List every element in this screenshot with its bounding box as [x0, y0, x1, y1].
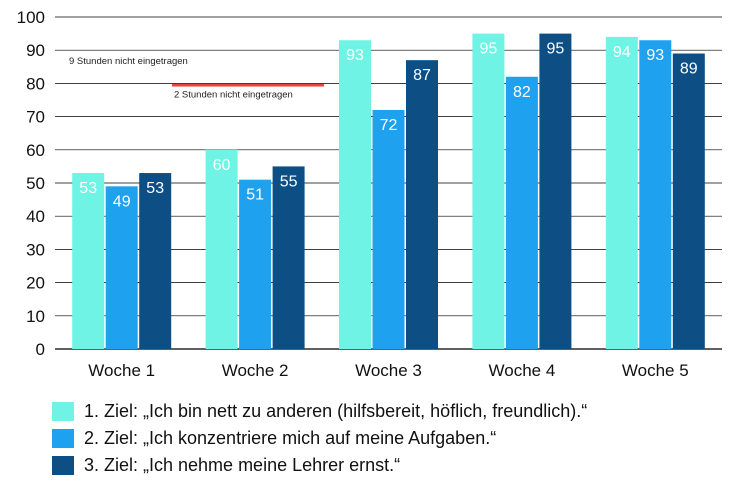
bar-ziel-1-woche-3	[339, 40, 371, 350]
data-label: 72	[380, 117, 398, 134]
legend-item-ziel-2: 2. Ziel: „Ich konzentriere mich auf mein…	[52, 425, 587, 452]
y-tick-label: 50	[26, 174, 45, 193]
bar-ziel-2-woche-2	[239, 179, 272, 349]
bar-ziel-1-woche-2	[205, 149, 238, 349]
bar-ziel-3-woche-2	[272, 166, 305, 349]
data-label: 93	[346, 47, 364, 64]
x-tick-label: Woche 1	[88, 361, 155, 380]
bar-ziel-1-woche-1	[72, 173, 105, 349]
annotations: 9 Stunden nicht eingetragen 2 Stunden nic…	[69, 56, 324, 101]
data-label: 49	[113, 193, 131, 210]
y-tick-label: 90	[26, 41, 45, 60]
y-axis-ticks: 0 10 20 30 40 50 60 70 80 90 100	[17, 8, 45, 359]
annotation-red-marker	[172, 83, 324, 87]
bar-ziel-3-woche-3	[406, 60, 438, 349]
legend-swatch-ziel-2	[52, 429, 74, 448]
legend-label-ziel-3: 3. Ziel: „Ich nehme meine Lehrer ernst.“	[84, 455, 401, 475]
x-tick-label: Woche 5	[622, 361, 689, 380]
y-tick-label: 100	[17, 8, 45, 27]
bar-ziel-3-woche-5	[672, 53, 705, 350]
legend-swatch-ziel-1	[52, 402, 74, 421]
bar-ziel-2-woche-1	[105, 186, 138, 349]
data-label: 53	[79, 180, 97, 197]
data-label: 51	[246, 187, 264, 204]
data-label: 82	[513, 84, 531, 101]
bar-ziel-2-woche-4	[505, 76, 538, 349]
bar-ziel-3-woche-1	[139, 173, 172, 349]
y-tick-label: 0	[36, 340, 45, 359]
bar-ziel-1-woche-4	[472, 33, 505, 349]
y-tick-label: 30	[26, 240, 45, 259]
bar-ziel-2-woche-5	[639, 40, 672, 350]
x-tick-label: Woche 2	[222, 361, 289, 380]
legend-item-ziel-1: 1. Ziel: „Ich bin nett zu anderen (hilfs…	[52, 398, 587, 425]
annotation-2-stunden: 2 Stunden nicht eingetragen	[174, 90, 293, 101]
data-label: 55	[280, 173, 298, 190]
data-label: 94	[613, 44, 631, 61]
data-label: 87	[413, 67, 431, 84]
x-axis-ticks: Woche 1 Woche 2 Woche 3 Woche 4 Woche 5	[88, 361, 688, 380]
bar-ziel-1-woche-5	[605, 36, 638, 350]
data-label: 93	[646, 47, 664, 64]
y-tick-label: 10	[26, 307, 45, 326]
data-label: 95	[547, 41, 565, 58]
legend-item-ziel-3: 3. Ziel: „Ich nehme meine Lehrer ernst.“	[52, 452, 587, 479]
bars	[72, 33, 705, 350]
data-label: 95	[480, 41, 498, 58]
y-tick-label: 70	[26, 108, 45, 127]
legend-swatch-ziel-3	[52, 456, 74, 475]
data-label: 60	[213, 157, 231, 174]
data-label: 89	[680, 61, 698, 78]
data-label: 53	[146, 180, 164, 197]
bar-ziel-2-woche-3	[372, 109, 405, 350]
legend: 1. Ziel: „Ich bin nett zu anderen (hilfs…	[52, 398, 587, 479]
data-labels: 53 49 53 60 51 55 93 72 87 95 82 95 94 93 89	[79, 41, 697, 211]
x-tick-label: Woche 4	[489, 361, 556, 380]
y-tick-label: 20	[26, 274, 45, 293]
y-tick-label: 40	[26, 207, 45, 226]
legend-label-ziel-2: 2. Ziel: „Ich konzentriere mich auf mein…	[84, 428, 497, 448]
y-tick-label: 60	[26, 141, 45, 160]
y-tick-label: 80	[26, 74, 45, 93]
bar-ziel-3-woche-4	[539, 33, 572, 349]
legend-label-ziel-1: 1. Ziel: „Ich bin nett zu anderen (hilfs…	[84, 401, 588, 421]
annotation-9-stunden: 9 Stunden nicht eingetragen	[69, 56, 188, 67]
x-tick-label: Woche 3	[355, 361, 422, 380]
